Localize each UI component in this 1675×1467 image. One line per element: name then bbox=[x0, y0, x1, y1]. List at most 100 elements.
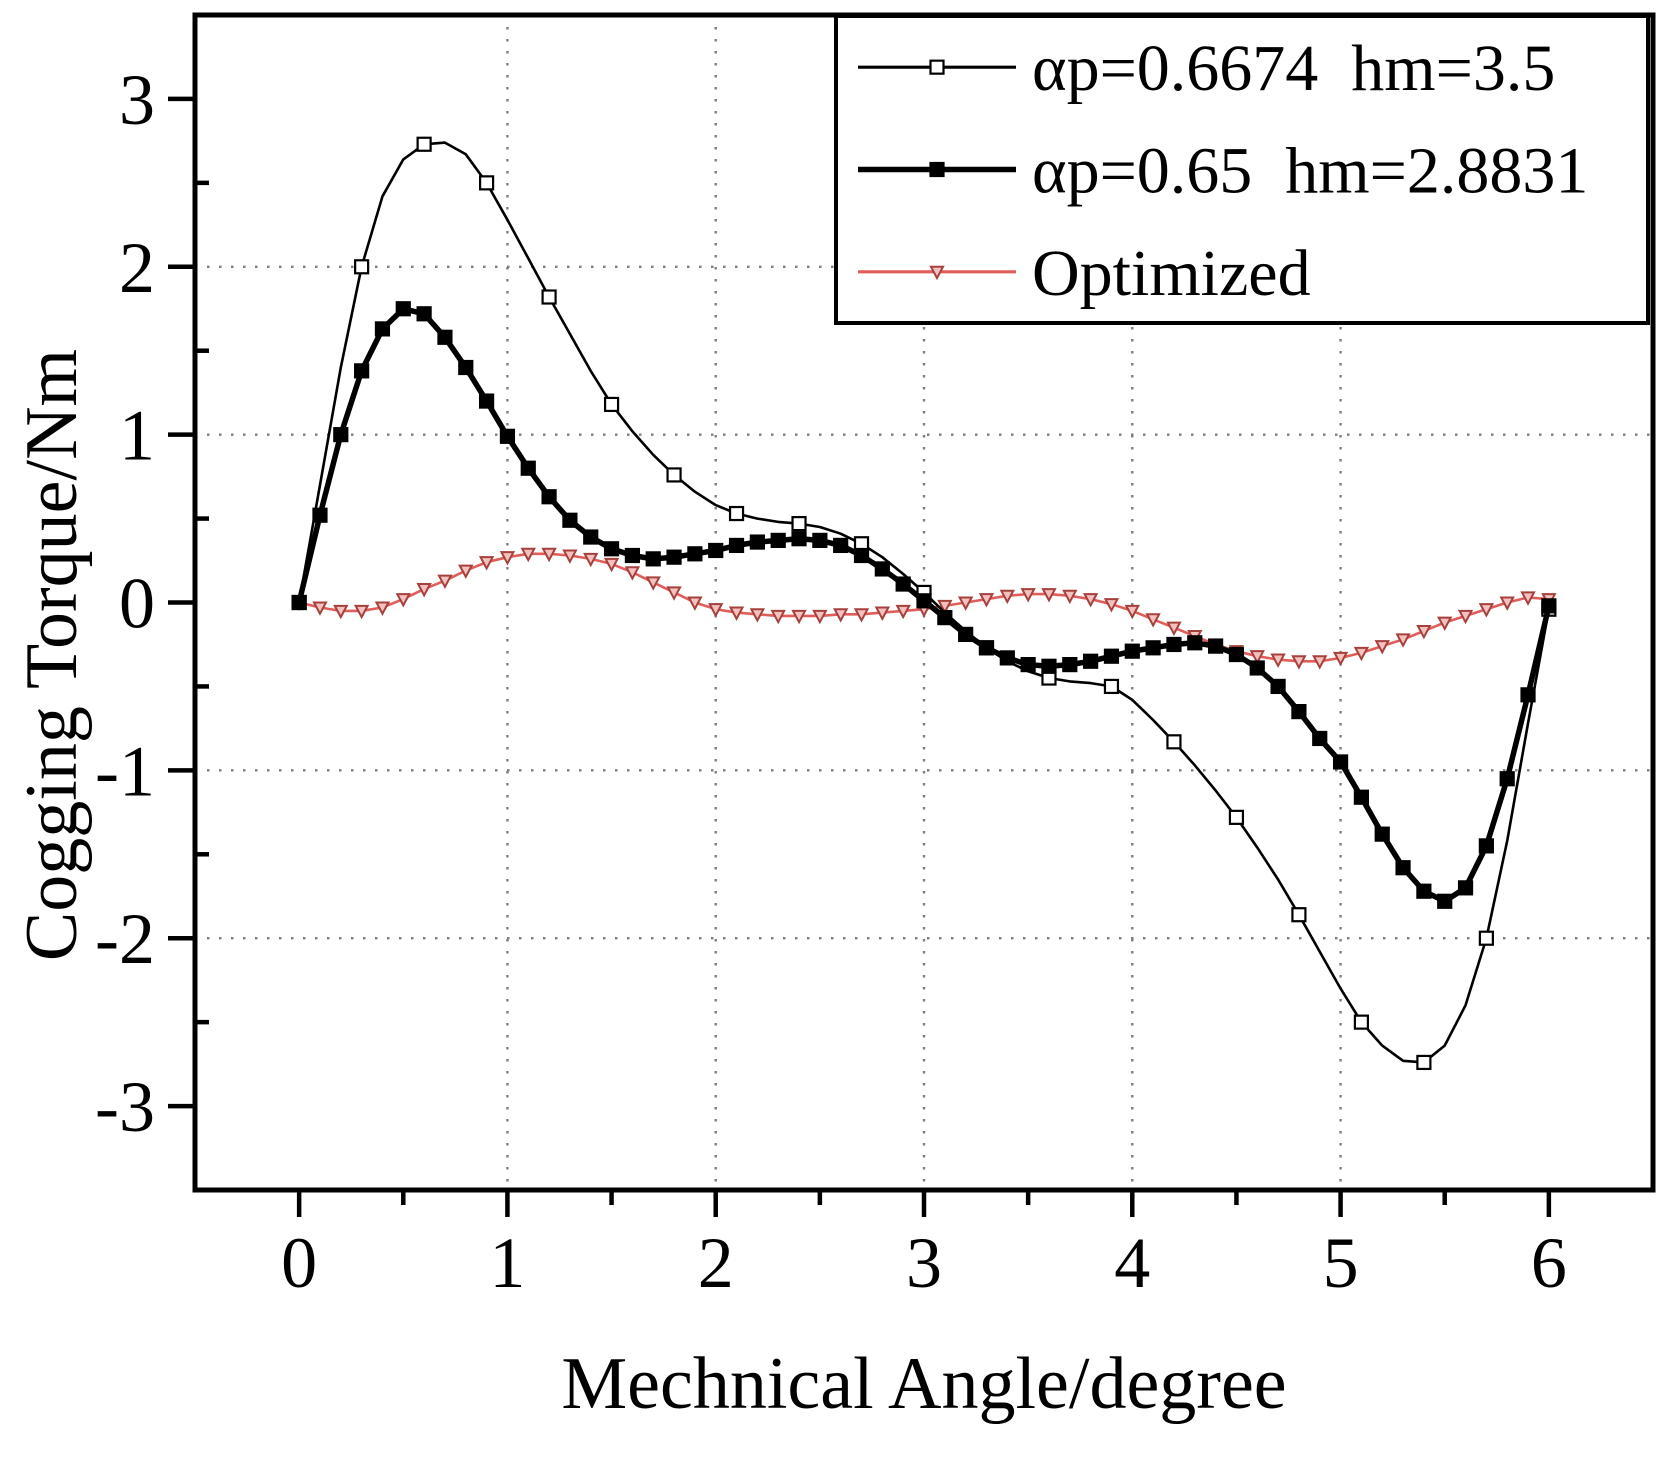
series-2-marker bbox=[1207, 638, 1224, 654]
series-3-marker bbox=[1416, 624, 1432, 640]
series-2-marker bbox=[1103, 648, 1120, 664]
legend-label: Optimized bbox=[1032, 237, 1311, 310]
series-2-marker bbox=[1166, 636, 1182, 653]
series-3-marker bbox=[1437, 616, 1453, 632]
legend-layer: αp=0.6674 hm=3.5 αp=0.65 hm=2.8831 Optimiz… bbox=[834, 14, 1650, 325]
x-tick-label: 2 bbox=[698, 1223, 734, 1303]
series-2-marker bbox=[853, 547, 870, 564]
x-tick-label: 0 bbox=[281, 1223, 317, 1303]
series-3-marker bbox=[1395, 633, 1411, 648]
y-tick-label: -3 bbox=[95, 1067, 155, 1147]
series-2-marker bbox=[687, 546, 703, 562]
series-2-marker bbox=[1083, 653, 1099, 669]
series-3-marker bbox=[1499, 596, 1515, 611]
x-tick-label: 6 bbox=[1531, 1223, 1567, 1303]
series-3-marker bbox=[583, 552, 599, 568]
series-3-marker bbox=[1478, 603, 1495, 618]
series-2-marker bbox=[1457, 880, 1474, 896]
x-tick-label: 3 bbox=[906, 1223, 942, 1303]
series-2-marker bbox=[354, 363, 370, 379]
x-tick-label: 5 bbox=[1323, 1223, 1359, 1303]
series-2-marker bbox=[895, 576, 911, 592]
series-3-marker bbox=[1457, 609, 1474, 625]
series-2-marker bbox=[624, 547, 641, 564]
series-2-marker bbox=[812, 532, 828, 548]
axes-layer: 0 1 2 3 4 5 6 3 2 1 0 -1 -2 -3 bbox=[95, 12, 1656, 1303]
series-2-marker bbox=[791, 531, 807, 547]
y-tick-label: 2 bbox=[119, 228, 155, 308]
series-3-marker bbox=[353, 604, 370, 620]
series-3-marker bbox=[957, 596, 974, 611]
series-2-marker bbox=[1228, 646, 1245, 663]
series-3-marker bbox=[416, 583, 432, 598]
series-1-marker bbox=[479, 175, 495, 191]
series-2-marker bbox=[374, 321, 391, 337]
series-2-marker bbox=[479, 393, 495, 409]
series-3-marker bbox=[1166, 621, 1182, 637]
series-3-marker bbox=[937, 599, 953, 615]
series-2-marker bbox=[999, 650, 1015, 666]
series-2-marker bbox=[937, 610, 953, 626]
series-2-marker bbox=[1270, 678, 1286, 695]
series-3-marker bbox=[1041, 588, 1057, 603]
series-3-marker bbox=[374, 601, 391, 616]
series-3-marker bbox=[812, 609, 828, 625]
series-2-marker bbox=[1041, 658, 1057, 674]
series-3-marker bbox=[770, 609, 786, 625]
series-3-marker bbox=[999, 589, 1015, 605]
series-3-marker bbox=[1270, 653, 1286, 668]
legend-marker bbox=[929, 265, 945, 281]
series-3-marker bbox=[562, 549, 578, 564]
series-1-marker bbox=[1291, 907, 1307, 923]
series-2-marker bbox=[749, 534, 765, 550]
series-1-marker bbox=[1228, 809, 1245, 825]
series-2-marker bbox=[562, 512, 578, 528]
series-2-marker bbox=[1291, 704, 1307, 720]
series-2-marker bbox=[395, 301, 411, 317]
series-2-marker bbox=[728, 537, 745, 554]
series-2-marker bbox=[1020, 657, 1036, 673]
x-tick-label: 1 bbox=[489, 1223, 525, 1303]
series-1-marker bbox=[791, 516, 807, 532]
series-2-marker bbox=[416, 306, 432, 322]
series-1-marker bbox=[1353, 1014, 1370, 1030]
series-2-marker bbox=[1145, 640, 1161, 656]
series-1-marker bbox=[541, 289, 557, 305]
series-3-marker bbox=[666, 586, 682, 601]
series-2-marker bbox=[291, 594, 307, 611]
series-3-marker bbox=[1374, 640, 1390, 655]
series-2-marker bbox=[645, 551, 661, 567]
series-3-marker bbox=[1332, 651, 1349, 667]
series-2-marker bbox=[1478, 838, 1494, 854]
series-3-marker bbox=[1082, 593, 1099, 608]
series-1-marker bbox=[1103, 678, 1120, 695]
x-tick-label: 4 bbox=[1114, 1223, 1150, 1303]
legend-marker bbox=[929, 59, 945, 75]
series-2-marker bbox=[708, 542, 724, 559]
y-tick-label: 1 bbox=[119, 396, 155, 476]
series-2-marker bbox=[874, 561, 890, 577]
series-3-marker bbox=[749, 608, 766, 623]
legend-entry: Optimized bbox=[858, 237, 1311, 310]
series-3-marker bbox=[458, 564, 474, 579]
series-3-marker bbox=[1145, 613, 1161, 628]
series-2-group bbox=[291, 301, 1557, 909]
series-3-marker bbox=[520, 547, 536, 563]
x-axis-title: Mechnical Angle/degree bbox=[561, 1343, 1286, 1425]
series-2-marker bbox=[437, 329, 453, 345]
series-1-marker bbox=[1478, 930, 1494, 946]
series-3-marker bbox=[645, 576, 661, 591]
series-3-marker bbox=[978, 593, 995, 608]
series-2-marker bbox=[958, 626, 974, 642]
series-2-marker bbox=[1062, 657, 1078, 673]
series-1-marker bbox=[666, 467, 682, 483]
series-1-marker bbox=[1416, 1054, 1432, 1071]
series-3-marker bbox=[499, 551, 516, 566]
series-3-marker bbox=[791, 609, 807, 625]
series-3-marker bbox=[624, 566, 641, 581]
series-2-marker bbox=[1395, 860, 1411, 876]
series-2-marker bbox=[1437, 893, 1453, 909]
series-2-marker bbox=[916, 593, 932, 609]
series-2-marker bbox=[666, 549, 682, 565]
